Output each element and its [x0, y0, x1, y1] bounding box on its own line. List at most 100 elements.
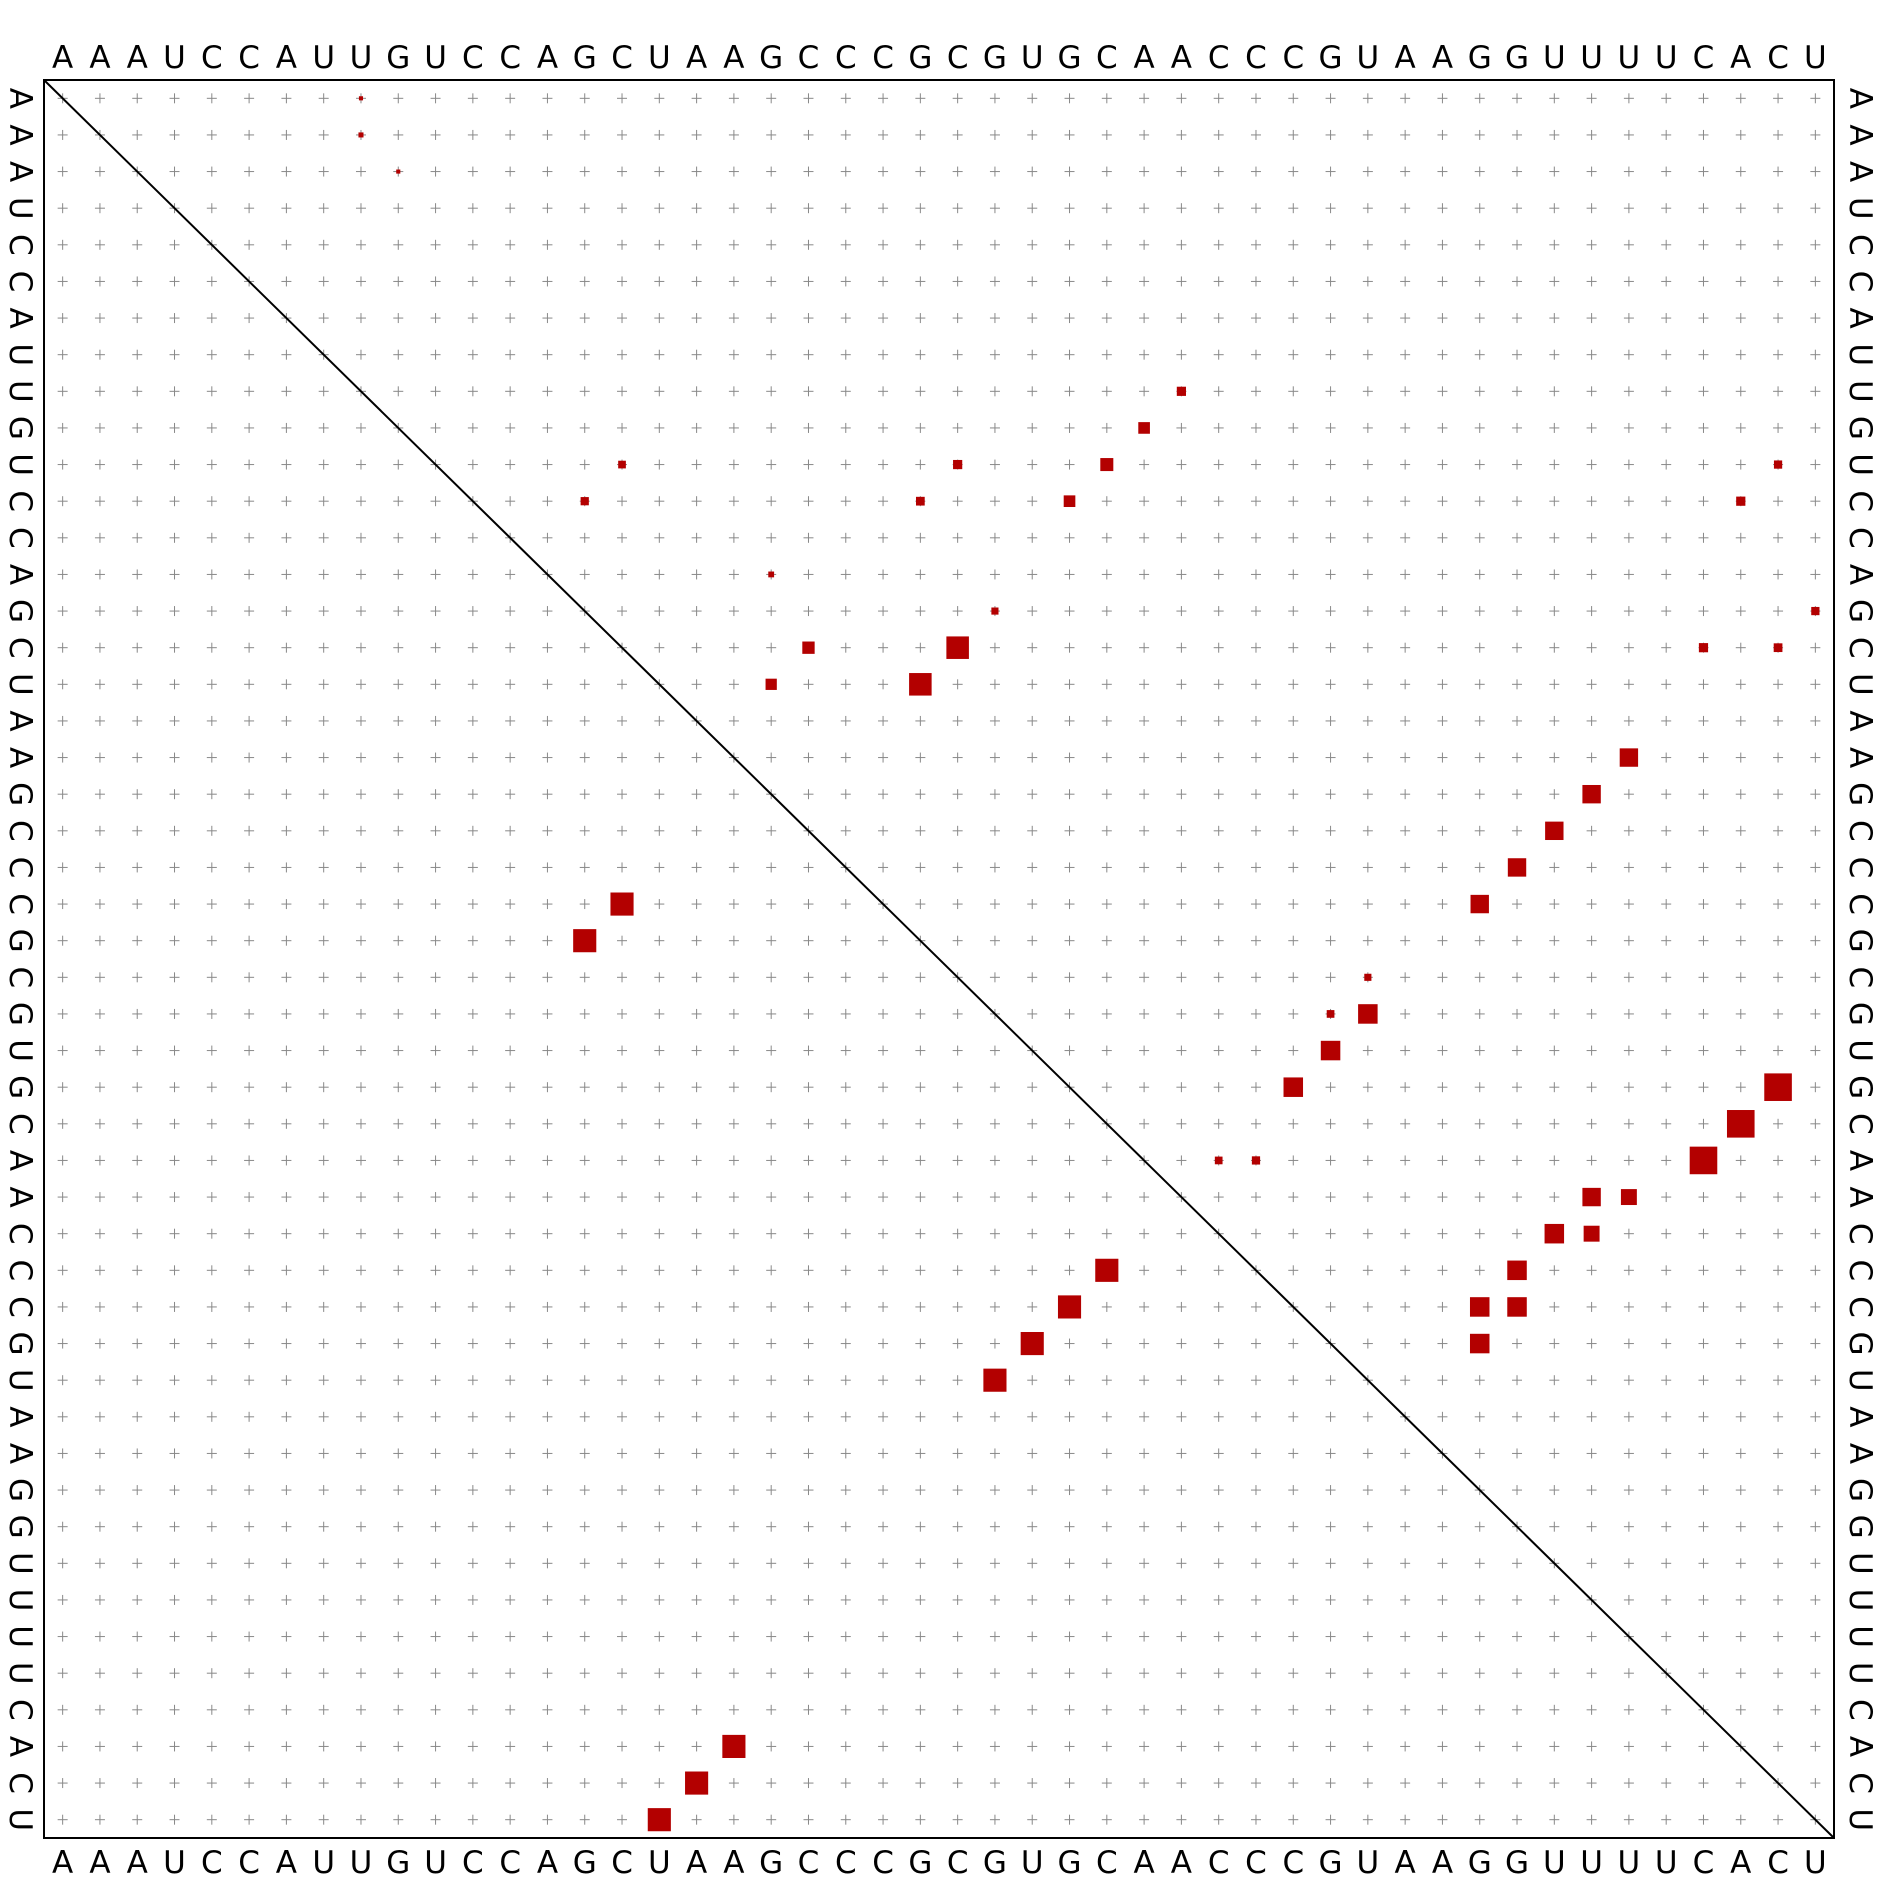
- left-base-label: A: [2, 1736, 38, 1757]
- top-base-label: G: [1468, 40, 1492, 76]
- right-base-label: U: [1842, 380, 1878, 403]
- right-base-label: A: [1842, 1150, 1878, 1171]
- bottom-base-label: A: [1171, 1845, 1192, 1879]
- left-base-label: G: [2, 1332, 38, 1356]
- top-base-label: A: [1133, 40, 1154, 76]
- right-base-label: A: [1842, 1406, 1878, 1427]
- bottom-base-label: C: [201, 1845, 223, 1879]
- bottom-base-label: G: [1468, 1845, 1492, 1879]
- right-base-label: G: [1842, 1002, 1878, 1026]
- top-base-label: C: [611, 40, 633, 76]
- left-base-label: G: [2, 1002, 38, 1026]
- pair-probability-square: [1583, 1225, 1600, 1242]
- pair-probability-square: [1507, 858, 1527, 877]
- right-base-label: C: [1842, 271, 1878, 293]
- right-base-label: G: [1842, 1478, 1878, 1502]
- left-base-label: A: [2, 88, 38, 109]
- left-base-label: G: [2, 1478, 38, 1502]
- left-base-label: G: [2, 782, 38, 806]
- left-base-label: C: [2, 637, 38, 659]
- right-base-label: U: [1842, 1039, 1878, 1062]
- top-base-label: G: [908, 40, 932, 76]
- right-base-label: A: [1842, 564, 1878, 585]
- top-base-label: G: [1058, 40, 1082, 76]
- left-base-label: U: [2, 1552, 38, 1575]
- pair-probability-square: [1764, 1073, 1792, 1101]
- left-base-label: U: [2, 1589, 38, 1612]
- bottom-base-label: A: [89, 1845, 110, 1879]
- right-base-label: C: [1842, 820, 1878, 842]
- pair-probability-square: [991, 607, 999, 615]
- left-base-label: A: [2, 710, 38, 731]
- right-base-label: G: [1842, 929, 1878, 953]
- bottom-base-label: U: [1655, 1845, 1678, 1879]
- pair-probability-square: [1138, 422, 1150, 434]
- plot-frame: [43, 79, 1835, 1839]
- pair-probability-square: [1326, 1010, 1335, 1018]
- right-base-label: C: [1842, 637, 1878, 659]
- left-base-label: G: [2, 1515, 38, 1539]
- bottom-base-label: U: [312, 1845, 335, 1879]
- pair-probability-square: [1100, 458, 1114, 472]
- right-base-label: U: [1842, 453, 1878, 476]
- right-base-label: A: [1842, 747, 1878, 768]
- top-base-label: A: [1171, 40, 1192, 76]
- top-base-label: C: [499, 40, 521, 76]
- pair-probability-square: [1726, 1110, 1755, 1138]
- right-base-label: C: [1842, 490, 1878, 512]
- pair-probability-square: [396, 169, 401, 174]
- right-base-label: U: [1842, 343, 1878, 366]
- pair-probability-square: [1582, 784, 1601, 804]
- top-base-label: C: [1693, 40, 1715, 76]
- left-base-label: U: [2, 1662, 38, 1685]
- probability-squares: [358, 96, 1820, 1354]
- right-base-label: A: [1842, 710, 1878, 731]
- bottom-base-label: U: [424, 1845, 447, 1879]
- pair-probability-square: [1773, 643, 1783, 653]
- mfe-squares: [573, 892, 1119, 1832]
- bottom-base-label: G: [983, 1845, 1007, 1879]
- bottom-base-label: A: [1730, 1845, 1751, 1879]
- pair-probability-square: [1470, 894, 1489, 914]
- mfe-pair-square: [1095, 1258, 1119, 1282]
- bottom-base-label: A: [686, 1845, 707, 1879]
- bottom-base-label: C: [1096, 1845, 1118, 1879]
- right-base-label: A: [1842, 307, 1878, 328]
- top-base-label: A: [127, 40, 148, 76]
- top-base-label: C: [201, 40, 223, 76]
- top-base-label: U: [1357, 40, 1380, 76]
- left-base-label: A: [2, 161, 38, 182]
- pair-probability-square: [1364, 973, 1372, 981]
- pair-probability-square: [1358, 1004, 1378, 1024]
- right-base-label: C: [1842, 857, 1878, 879]
- pair-probability-square: [1619, 748, 1639, 767]
- right-base-label: C: [1842, 1259, 1878, 1281]
- left-base-label: C: [2, 1772, 38, 1794]
- top-base-label: G: [386, 40, 410, 76]
- pair-probability-square: [909, 673, 932, 696]
- left-sequence-labels: AAAUCCAUUGUCCAGCUAAGCCCGCGUGCAACCCGUAAGG…: [2, 88, 38, 1831]
- pair-probability-square: [1063, 495, 1076, 508]
- bottom-base-label: U: [1580, 1845, 1603, 1879]
- left-base-label: A: [2, 1186, 38, 1207]
- bottom-base-label: C: [1767, 1845, 1789, 1879]
- right-base-label: A: [1842, 1186, 1878, 1207]
- right-base-label: G: [1842, 782, 1878, 806]
- top-base-label: A: [52, 40, 73, 76]
- bottom-base-label: U: [1357, 1845, 1380, 1879]
- bottom-base-label: C: [947, 1845, 969, 1879]
- bottom-base-label: G: [1058, 1845, 1082, 1879]
- top-base-label: U: [1655, 40, 1678, 76]
- right-base-label: A: [1842, 124, 1878, 145]
- right-base-label: C: [1842, 527, 1878, 549]
- pair-probability-square: [1283, 1077, 1304, 1097]
- top-base-label: G: [1319, 40, 1343, 76]
- pair-probability-square: [358, 132, 364, 138]
- top-base-label: C: [1282, 40, 1304, 76]
- mfe-pair-square: [983, 1368, 1007, 1392]
- pair-probability-square: [358, 96, 364, 101]
- top-base-label: C: [835, 40, 857, 76]
- right-base-label: U: [1842, 1662, 1878, 1685]
